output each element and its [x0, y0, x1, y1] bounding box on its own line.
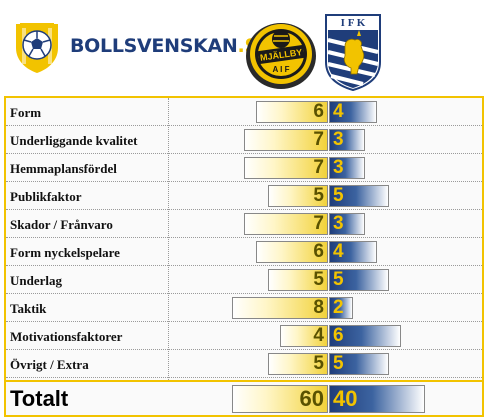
row-label: Övrigt / Extra — [10, 357, 89, 372]
table-row: Skador / Frånvaro 7 3 — [6, 210, 482, 238]
row-label: Publikfaktor — [10, 189, 82, 204]
svg-text:I F K: I F K — [341, 17, 366, 29]
away-rating-value: 3 — [333, 213, 344, 234]
brand-name: BOLLSVENSKAN — [70, 35, 238, 57]
away-rating-bar: 5 — [329, 185, 389, 207]
home-rating-bar: 5 — [268, 353, 328, 375]
total-label: Totalt — [10, 386, 69, 411]
table-row: Övrigt / Extra 5 5 — [6, 350, 482, 378]
total-home-value: 60 — [299, 386, 324, 411]
home-rating-bar: 5 — [268, 185, 328, 207]
svg-text:A I F: A I F — [272, 65, 289, 74]
away-rating-value: 3 — [333, 129, 344, 150]
total-away-value: 40 — [333, 386, 358, 411]
mjallby-aif-crest-icon: MJÄLLBY A I F — [246, 23, 316, 89]
home-rating-bar: 7 — [244, 213, 328, 235]
away-rating-bar: 6 — [329, 325, 401, 347]
home-rating-bar: 6 — [256, 241, 328, 263]
away-rating-value: 5 — [333, 185, 344, 206]
table-row: Motivationsfaktorer 4 6 — [6, 322, 482, 350]
total-home-bar: 60 — [232, 385, 328, 413]
row-label: Hemmaplansfördel — [10, 161, 117, 176]
table-row: Publikfaktor 5 5 — [6, 182, 482, 210]
table-row: Form 6 4 — [6, 98, 482, 126]
home-rating-value: 5 — [313, 353, 324, 374]
ifk-goteborg-crest-icon: I F K — [325, 14, 381, 92]
home-rating-bar: 7 — [244, 129, 328, 151]
row-label: Underliggande kvalitet — [10, 133, 138, 148]
home-rating-value: 5 — [313, 185, 324, 206]
away-rating-value: 6 — [333, 325, 344, 346]
total-row: Totalt 60 40 — [6, 380, 482, 415]
away-rating-bar: 3 — [329, 129, 365, 151]
home-rating-value: 4 — [313, 325, 324, 346]
away-rating-bar: 4 — [329, 241, 377, 263]
away-rating-bar: 4 — [329, 101, 377, 123]
away-rating-value: 3 — [333, 157, 344, 178]
header: BOLLSVENSKAN.SE MJÄLLBY A I F I F K — [0, 0, 487, 96]
row-label: Form — [10, 105, 42, 120]
home-rating-bar: 4 — [280, 325, 328, 347]
home-rating-bar: 6 — [256, 101, 328, 123]
home-rating-value: 7 — [313, 213, 324, 234]
row-label: Skador / Frånvaro — [10, 217, 113, 232]
table-row: Taktik 8 2 — [6, 294, 482, 322]
total-away-bar: 40 — [329, 385, 425, 413]
table-row: Form nyckelspelare 6 4 — [6, 238, 482, 266]
away-rating-bar: 2 — [329, 297, 353, 319]
away-rating-value: 5 — [333, 269, 344, 290]
home-rating-value: 6 — [313, 101, 324, 122]
home-rating-value: 5 — [313, 269, 324, 290]
comparison-table: Form 6 4 Underliggande kvalitet 7 3 Hemmaplans… — [4, 96, 484, 417]
away-rating-value: 5 — [333, 353, 344, 374]
away-rating-bar: 5 — [329, 269, 389, 291]
football-shield-logo-icon[interactable] — [12, 18, 62, 74]
home-rating-value: 8 — [313, 297, 324, 318]
home-rating-bar: 7 — [244, 157, 328, 179]
away-rating-value: 4 — [333, 101, 344, 122]
row-label: Form nyckelspelare — [10, 245, 120, 260]
away-rating-bar: 3 — [329, 157, 365, 179]
home-rating-value: 7 — [313, 157, 324, 178]
row-label: Underlag — [10, 273, 62, 288]
away-rating-value: 4 — [333, 241, 344, 262]
home-rating-bar: 5 — [268, 269, 328, 291]
away-rating-bar: 3 — [329, 213, 365, 235]
home-rating-bar: 8 — [232, 297, 328, 319]
row-label: Motivationsfaktorer — [10, 329, 123, 344]
column-divider — [168, 98, 169, 380]
row-label: Taktik — [10, 301, 47, 316]
home-rating-value: 7 — [313, 129, 324, 150]
home-rating-value: 6 — [313, 241, 324, 262]
table-row: Underliggande kvalitet 7 3 — [6, 126, 482, 154]
table-row: Hemmaplansfördel 7 3 — [6, 154, 482, 182]
table-row: Underlag 5 5 — [6, 266, 482, 294]
brand-wordmark[interactable]: BOLLSVENSKAN.SE — [70, 35, 271, 57]
away-rating-value: 2 — [333, 297, 344, 318]
away-rating-bar: 5 — [329, 353, 389, 375]
